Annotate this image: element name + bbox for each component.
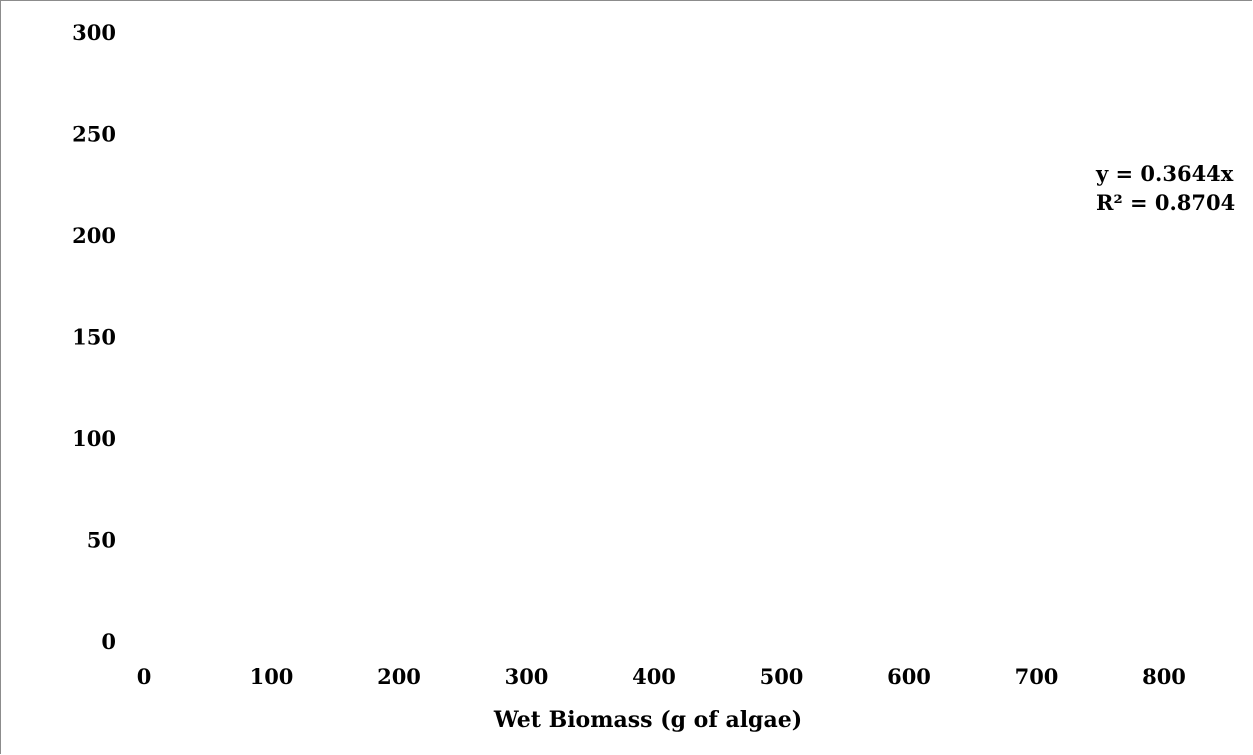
y-tick-label: 200 <box>72 223 116 248</box>
y-tick-label: 150 <box>72 325 116 350</box>
y-tick-label: 0 <box>101 629 116 654</box>
trendline-equation: y = 0.3644x <box>1095 161 1234 186</box>
x-axis-title: Wet Biomass (g of algae) <box>493 707 802 733</box>
x-tick-label: 300 <box>505 664 549 689</box>
y-tick-label: 250 <box>72 122 116 147</box>
x-tick-label: 500 <box>760 664 804 689</box>
x-tick-label: 700 <box>1015 664 1059 689</box>
x-tick-label: 100 <box>250 664 294 689</box>
y-tick-label: 300 <box>72 20 116 45</box>
x-tick-label: 200 <box>377 664 421 689</box>
y-tick-label: 50 <box>87 528 116 553</box>
x-axis-ticks: 0 100 200 300 400 500 600 700 800 <box>137 664 1186 689</box>
y-tick-label: 100 <box>72 426 116 451</box>
x-tick-label: 0 <box>137 664 152 689</box>
trendline-r-squared: R² = 0.8704 <box>1096 190 1235 215</box>
y-axis-ticks: 0 50 100 150 200 250 300 <box>72 20 116 654</box>
trendline-label: y = 0.3644x R² = 0.8704 <box>1095 161 1235 215</box>
x-tick-label: 400 <box>632 664 676 689</box>
x-tick-label: 600 <box>887 664 931 689</box>
x-tick-label: 800 <box>1142 664 1186 689</box>
